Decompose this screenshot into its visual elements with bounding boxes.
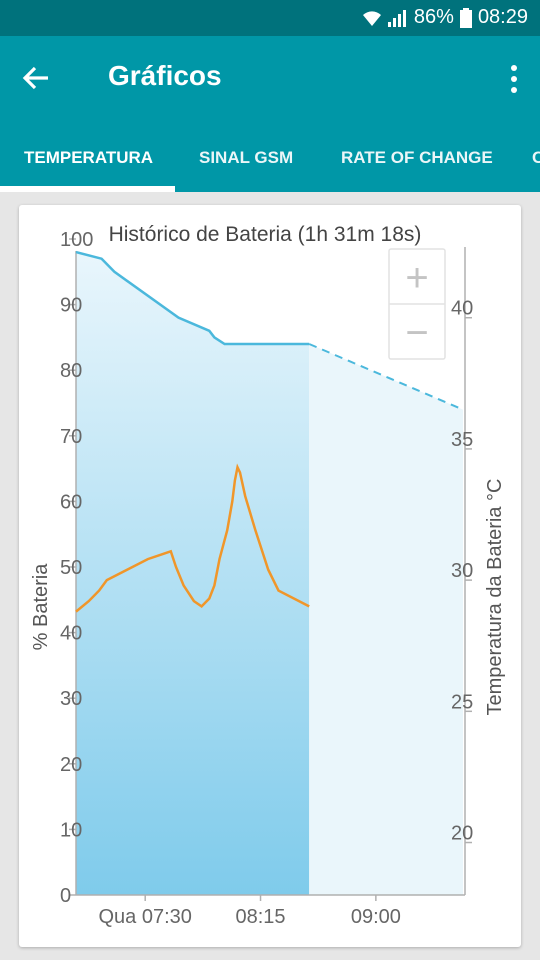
tab-bar: TEMPERATURA SINAL GSM RATE OF CHANGE C: [0, 122, 540, 192]
x-axis-ticks: Qua 07:30 08:15 09:00: [98, 895, 401, 928]
tab-temperatura[interactable]: TEMPERATURA: [24, 148, 154, 167]
y-tick-label: 10: [60, 819, 82, 841]
y-tick-label: 0: [60, 885, 71, 907]
page-title: Gráficos: [108, 60, 222, 91]
signal-icon: [387, 9, 406, 27]
projection-area-fill: [309, 344, 463, 895]
battery-series-line: [75, 250, 310, 346]
y-tick-label: 40: [60, 623, 82, 645]
y-tick-label: 100: [60, 229, 93, 251]
status-bar: 86% 08:29: [0, 0, 540, 36]
wifi-icon: [362, 10, 381, 26]
zoom-controls: + −: [388, 248, 446, 360]
tab-sinal-gsm[interactable]: SINAL GSM: [199, 148, 294, 167]
clock: 08:29: [477, 6, 528, 28]
x-tick-label: 09:00: [351, 906, 401, 928]
battery-icon: [459, 7, 472, 28]
y2-tick-label: 30: [451, 560, 473, 582]
chart-title: Histórico de Bateria (1h 31m 18s): [109, 223, 422, 246]
tab-indicator: [0, 186, 175, 192]
y2-tick-label: 25: [451, 691, 473, 713]
x-tick-label: Qua 07:30: [98, 906, 191, 928]
tab-rate-of-change[interactable]: RATE OF CHANGE: [341, 148, 493, 167]
tab-overflow[interactable]: C: [532, 148, 540, 167]
y-tick-label: 70: [60, 426, 82, 448]
zoom-out-button[interactable]: −: [405, 311, 428, 355]
y2-tick-label: 20: [451, 823, 473, 845]
y2-tick-label: 35: [451, 429, 473, 451]
y-axis-ticks: 0 10 20 30 40 50 60 70 80 90 100: [60, 229, 93, 907]
y-tick-label: 50: [60, 557, 82, 579]
y-tick-label: 20: [60, 754, 82, 776]
zoom-in-button[interactable]: +: [405, 256, 428, 300]
y2-axis-label: Temperatura da Bateria °C: [484, 478, 506, 715]
back-arrow-icon[interactable]: [20, 62, 52, 94]
y-axis-label: % Bateria: [30, 563, 52, 651]
battery-percent: 86%: [413, 6, 454, 28]
temperature-series-line: [75, 463, 310, 613]
y-tick-label: 60: [60, 491, 82, 513]
y-tick-label: 30: [60, 688, 82, 710]
x-tick-label: 08:15: [235, 906, 285, 928]
app-bar: Gráficos: [0, 36, 540, 122]
battery-chart[interactable]: 0 10 20 30 40 50 60 70 80 90 100 20 25 30 35 40 Qua 07…: [19, 205, 521, 947]
y2-axis-ticks: 20 25 30 35 40: [451, 298, 473, 845]
chart-card: 0 10 20 30 40 50 60 70 80 90 100 20 25 30 35 40 Qua 07…: [19, 205, 521, 947]
more-options-icon[interactable]: [508, 64, 520, 94]
y2-tick-label: 40: [451, 298, 473, 320]
y-tick-label: 80: [60, 360, 82, 382]
y-tick-label: 90: [60, 295, 82, 317]
battery-area-fill: [76, 252, 310, 896]
